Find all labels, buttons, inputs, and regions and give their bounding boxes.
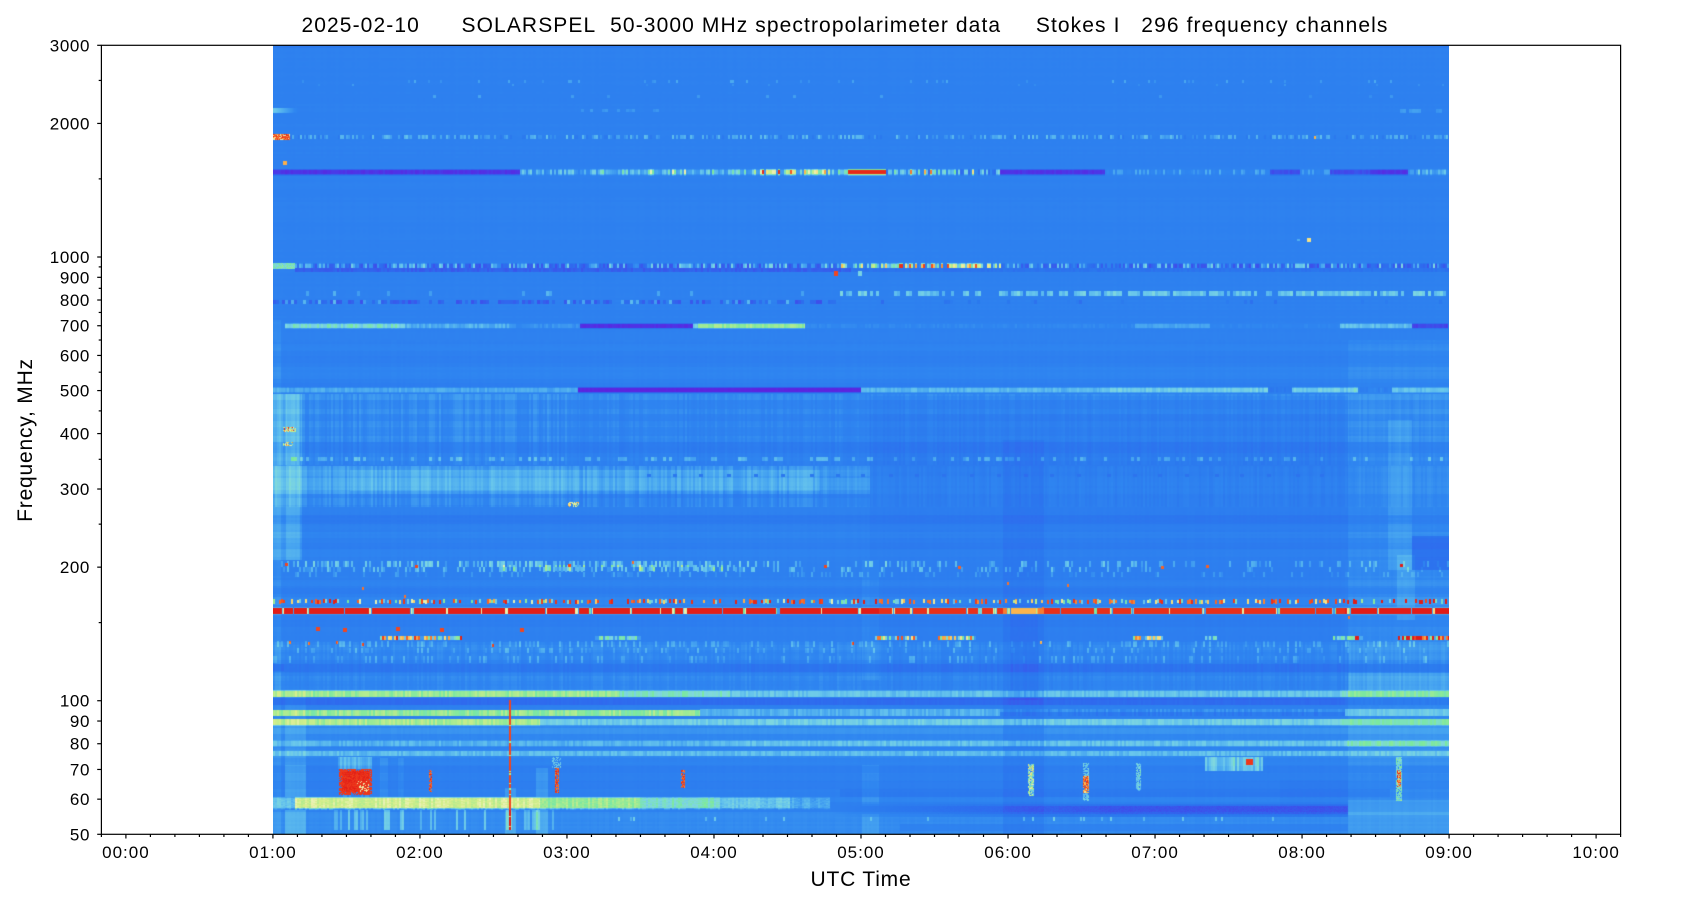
svg-text:2000: 2000	[50, 114, 90, 133]
svg-text:3000: 3000	[50, 36, 90, 55]
svg-text:300: 300	[60, 480, 90, 499]
svg-text:09:00: 09:00	[1425, 843, 1473, 862]
svg-text:90: 90	[70, 712, 90, 731]
svg-text:60: 60	[70, 790, 90, 809]
svg-text:03:00: 03:00	[543, 843, 591, 862]
svg-text:200: 200	[60, 558, 90, 577]
svg-text:800: 800	[60, 291, 90, 310]
svg-text:100: 100	[60, 692, 90, 711]
svg-text:400: 400	[60, 425, 90, 444]
svg-text:02:00: 02:00	[396, 843, 444, 862]
svg-text:04:00: 04:00	[690, 843, 738, 862]
svg-text:900: 900	[60, 268, 90, 287]
svg-text:06:00: 06:00	[984, 843, 1032, 862]
svg-text:70: 70	[70, 760, 90, 779]
svg-text:80: 80	[70, 735, 90, 754]
svg-text:05:00: 05:00	[837, 843, 885, 862]
svg-text:700: 700	[60, 317, 90, 336]
svg-text:500: 500	[60, 382, 90, 401]
svg-text:600: 600	[60, 346, 90, 365]
svg-text:08:00: 08:00	[1278, 843, 1326, 862]
svg-text:UTC Time: UTC Time	[811, 868, 912, 891]
svg-text:50: 50	[70, 825, 90, 844]
svg-text:07:00: 07:00	[1131, 843, 1179, 862]
svg-text:10:00: 10:00	[1572, 843, 1620, 862]
svg-text:00:00: 00:00	[102, 843, 150, 862]
svg-text:2025-02-10 SOLARSPEL 50-: 2025-02-10 SOLARSPEL 50-3000 MHz spectro…	[301, 14, 1388, 37]
svg-text:01:00: 01:00	[249, 843, 297, 862]
svg-text:Frequency, MHz: Frequency, MHz	[14, 358, 37, 522]
svg-text:1000: 1000	[50, 248, 90, 267]
